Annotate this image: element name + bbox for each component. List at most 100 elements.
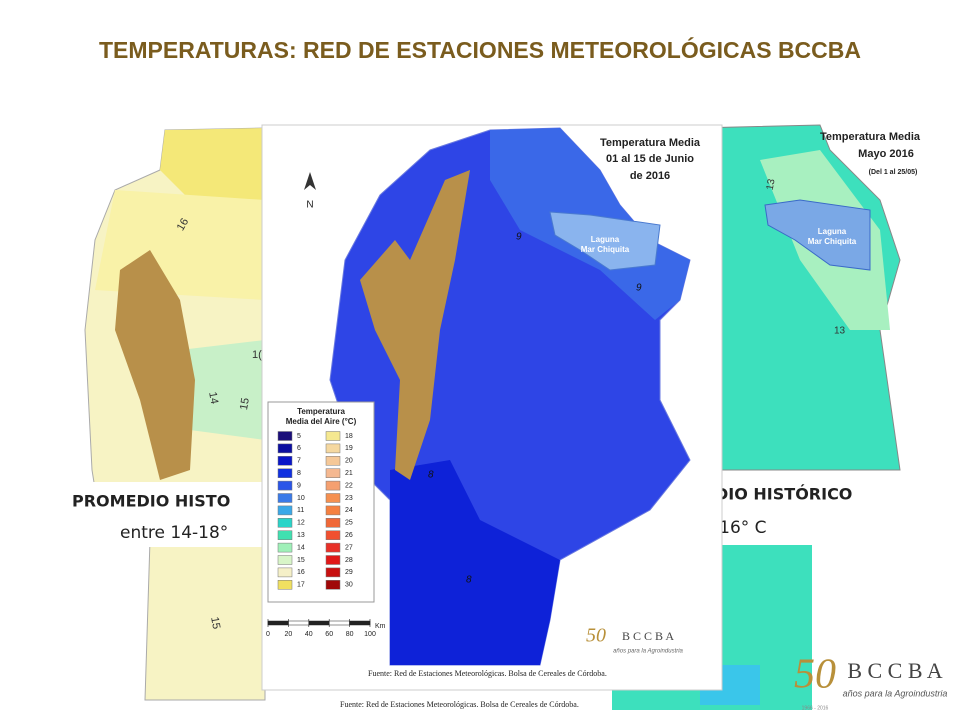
mountains: [360, 170, 470, 480]
legend-label: 8: [297, 470, 301, 477]
legend-swatch: [325, 555, 341, 565]
lake-label: Mar Chiquita: [581, 245, 630, 254]
logo-name: B C C B A: [622, 629, 674, 643]
legend-swatch: [277, 443, 293, 454]
logo-tagline: años para la Agroindustria: [613, 649, 683, 655]
scale-segment: [308, 620, 330, 626]
caption: PROMEDIO HISTO: [72, 492, 230, 511]
legend-label: 29: [345, 569, 353, 576]
legend-label: 6: [297, 445, 301, 452]
scale-segment: [349, 620, 371, 626]
source: Fuente: Red de Estaciones Meteorológicas…: [340, 700, 579, 709]
map-title: Mayo 2016: [858, 148, 914, 160]
slide-title: TEMPERATURAS: RED DE ESTACIONES METEOROL…: [99, 36, 861, 63]
legend-swatch: [325, 443, 341, 454]
contour-label: 8: [428, 470, 434, 481]
map-title: de 2016: [630, 170, 670, 182]
scale-label: 20: [285, 631, 293, 638]
legend-swatch: [325, 567, 341, 578]
legend-swatch: [325, 431, 341, 441]
zone: [160, 128, 265, 210]
lake: [764, 199, 871, 271]
legend-label: 10: [297, 495, 305, 502]
legend-label: 15: [297, 557, 305, 564]
contour-label: 9: [636, 283, 642, 294]
map-title: Temperatura Media: [600, 137, 701, 149]
north-arrow: [304, 172, 316, 190]
contour-label: 1(: [252, 349, 262, 361]
scale-bar: 0 20 40 60 80 100: [266, 619, 376, 638]
legend-label: 27: [345, 544, 353, 551]
legend-label: 28: [345, 557, 353, 564]
legend-swatch: [325, 580, 341, 590]
legend-label: 13: [297, 532, 305, 539]
contour-label: 13: [765, 178, 778, 191]
legend-swatch: [325, 530, 341, 540]
legend-swatch: [277, 480, 293, 491]
legend-swatch: [325, 456, 341, 466]
legend-label: 23: [345, 495, 353, 502]
legend: 5 6 7 8 9 10 11 12 13 14 15 16 17 18 19 20 21 22 23 24 25 26 2…: [277, 431, 353, 590]
legend-label: 22: [345, 482, 353, 489]
legend-swatch: [325, 542, 341, 553]
logo: 50 1966 - 2016 B C C B A años para la Ag…: [794, 652, 947, 712]
scale-label: 40: [305, 631, 313, 638]
legend-swatch: [277, 580, 293, 590]
legend-swatch: [277, 431, 293, 441]
legend-swatch: [325, 480, 341, 491]
legend-label: 12: [297, 520, 305, 527]
legend-label: 20: [345, 458, 353, 465]
legend-swatch: [277, 493, 293, 503]
legend-label: 14: [297, 544, 305, 551]
left-map: 16 14 15 15 1( PROMEDIO HISTO entre 14-1…: [70, 127, 579, 709]
legend-swatch: [277, 468, 293, 478]
legend-swatch: [325, 493, 341, 503]
legend-label: 7: [297, 458, 301, 465]
legend-label: 9: [297, 482, 301, 489]
legend-swatch: [325, 518, 341, 528]
scale-segment: [288, 620, 310, 626]
legend-swatch: [277, 505, 293, 516]
map-title: 01 al 15 de Junio: [606, 153, 694, 165]
legend-swatch: [277, 567, 293, 578]
scale-label: 0: [266, 631, 270, 638]
legend-swatch: [277, 456, 293, 466]
legend-label: 18: [345, 433, 353, 440]
legend-title: Temperatura: [297, 407, 345, 416]
contour-label: 15: [208, 616, 222, 630]
zone: [390, 460, 560, 665]
mountains: [115, 250, 195, 480]
legend-label: 30: [345, 582, 353, 589]
contour-label: 16: [175, 216, 192, 233]
map-title: Temperatura Media: [820, 131, 921, 143]
legend-label: 19: [345, 445, 353, 452]
lake-label: Laguna: [591, 235, 620, 244]
legend-swatch: [325, 468, 341, 478]
lake-label: Laguna: [818, 227, 847, 236]
legend-label: 5: [297, 433, 301, 440]
center-map: Laguna Mar Chiquita Temperatura Media 01…: [261, 124, 723, 691]
contour-label: 14: [206, 391, 220, 405]
lake-label: Mar Chiquita: [808, 237, 857, 246]
legend-label: 24: [345, 507, 353, 514]
scale-segment: [328, 620, 350, 626]
contour-label: 8: [466, 575, 472, 586]
logo-tagline: años para la Agroindustria: [843, 688, 948, 698]
map-title: (Del 1 al 25/05): [869, 169, 918, 176]
legend-label: 25: [345, 520, 353, 527]
legend-swatch: [277, 555, 293, 565]
scale-label: 60: [325, 631, 333, 638]
logo-number: 50: [586, 625, 606, 647]
logo-years: 1966 - 2016: [802, 705, 829, 711]
legend-label: 26: [345, 532, 353, 539]
north-label: N: [306, 200, 313, 211]
scale-unit: Km: [375, 623, 386, 630]
source: Fuente: Red de Estaciones Meteorológicas…: [368, 669, 607, 678]
contour-label: 15: [238, 397, 252, 411]
legend-swatch: [277, 530, 293, 540]
caption: -16° C: [713, 518, 767, 538]
scale-label: 100: [364, 631, 376, 638]
lake: [549, 211, 661, 271]
